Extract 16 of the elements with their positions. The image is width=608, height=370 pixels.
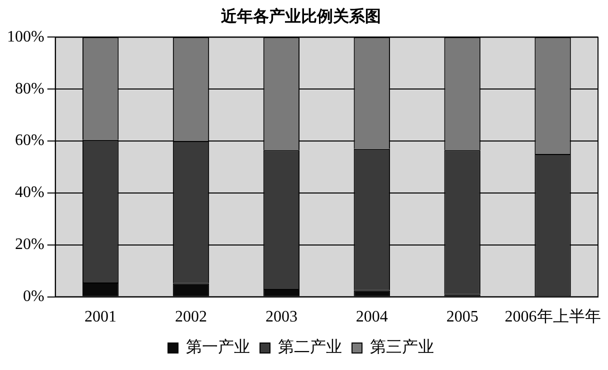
y-tick-label: 20% [15, 236, 44, 254]
x-tick-label: 2001 [84, 308, 117, 326]
y-tick-label: 40% [15, 184, 44, 202]
x-tick-label: 2005 [446, 308, 478, 326]
chart-title: 近年各产业比例关系图 [220, 8, 381, 26]
y-tick-label: 0% [23, 288, 44, 306]
y-tick-label: 100% [7, 28, 44, 46]
legend-label: 第三产业 [370, 338, 434, 356]
legend-label: 第二产业 [278, 338, 342, 356]
x-tick-label: 2003 [265, 308, 298, 326]
y-tick-label: 80% [15, 80, 44, 98]
x-tick-label: 2002 [174, 308, 207, 326]
x-tick-label: 2006年上半年 [504, 308, 601, 326]
x-tick-label: 2004 [356, 308, 388, 326]
y-tick-label: 60% [15, 132, 44, 150]
legend-label: 第一产业 [186, 338, 250, 356]
